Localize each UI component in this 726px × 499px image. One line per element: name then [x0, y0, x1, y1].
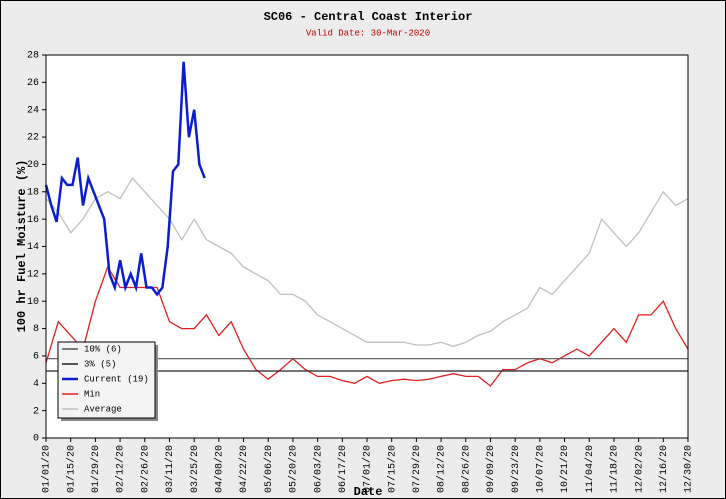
- legend-label: Average: [84, 404, 122, 414]
- series-line: [44, 61, 206, 297]
- x-tick-label: 01/29/20: [90, 445, 102, 493]
- x-tick-label: 01/01/20: [41, 445, 53, 493]
- x-tick-label: 10/21/20: [559, 445, 571, 493]
- x-tick-label: 05/06/20: [263, 445, 275, 493]
- x-tick-label: 02/26/20: [139, 445, 151, 493]
- x-tick-label: 03/11/20: [164, 445, 176, 493]
- legend-label: 3% (5): [84, 359, 116, 369]
- x-axis-label: Date: [354, 485, 383, 499]
- y-tick-label: 4: [33, 379, 39, 390]
- x-tick-label: 12/30/20: [683, 445, 695, 493]
- y-tick-label: 2: [33, 406, 39, 417]
- x-tick-label: 12/16/20: [658, 445, 670, 493]
- y-tick-label: 14: [27, 242, 39, 253]
- x-tick-label: 07/01/20: [362, 445, 374, 493]
- x-tick-label: 07/29/20: [411, 445, 423, 493]
- x-tick-label: 01/15/20: [65, 445, 77, 493]
- chart-title: SC06 - Central Coast Interior: [264, 10, 473, 24]
- y-tick-label: 26: [27, 78, 39, 89]
- y-tick-label: 10: [27, 297, 39, 308]
- x-tick-label: 12/02/20: [633, 445, 645, 493]
- x-tick-label: 04/22/20: [238, 445, 250, 493]
- x-tick-label: 03/25/20: [189, 445, 201, 493]
- x-tick-label: 09/09/20: [485, 445, 497, 493]
- x-tick-label: 08/26/20: [460, 445, 472, 493]
- x-tick-label: 06/17/20: [337, 445, 349, 493]
- x-tick-label: 10/07/20: [534, 445, 546, 493]
- y-tick-label: 6: [33, 352, 39, 363]
- y-tick-label: 16: [27, 215, 39, 226]
- y-tick-label: 12: [27, 269, 39, 280]
- x-tick-label: 04/08/20: [213, 445, 225, 493]
- y-tick-label: 22: [27, 133, 39, 144]
- x-tick-label: 09/23/20: [510, 445, 522, 493]
- y-tick-label: 20: [27, 160, 39, 171]
- legend-label: Min: [84, 389, 100, 399]
- y-tick-label: 18: [27, 187, 39, 198]
- legend-label: 10% (6): [84, 344, 122, 354]
- x-tick-label: 11/04/20: [584, 445, 596, 493]
- axis-frame: [45, 54, 689, 439]
- y-tick-label: 8: [33, 324, 39, 335]
- x-tick-label: 11/18/20: [609, 445, 621, 493]
- y-tick-label: 24: [27, 105, 39, 116]
- x-tick-label: 08/12/20: [436, 445, 448, 493]
- y-tick-label: 28: [27, 51, 39, 62]
- x-tick-label: 06/03/20: [312, 445, 324, 493]
- y-tick-label: 0: [33, 434, 39, 445]
- series-line: [45, 177, 689, 348]
- x-tick-label: 05/20/20: [288, 445, 300, 493]
- chart-subtitle: Valid Date: 30-Mar-2020: [306, 28, 430, 38]
- legend-label: Current (19): [84, 374, 149, 384]
- x-tick-label: 02/12/20: [115, 445, 127, 493]
- y-axis-label: 100 hr Fuel Moisture (%): [15, 160, 29, 333]
- x-tick-label: 07/15/20: [386, 445, 398, 493]
